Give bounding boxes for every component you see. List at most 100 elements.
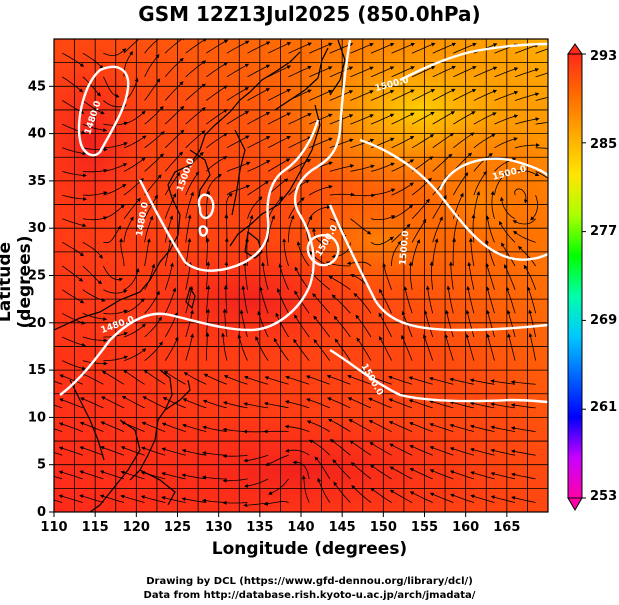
streamline	[185, 171, 200, 196]
streamline	[306, 420, 331, 432]
streamline	[453, 66, 477, 78]
streamline	[205, 261, 211, 290]
streamline	[123, 157, 146, 172]
streamline	[120, 470, 145, 480]
streamline	[142, 396, 166, 409]
streamline	[222, 454, 248, 459]
streamline	[267, 158, 291, 172]
streamline	[473, 66, 498, 78]
streamline	[62, 360, 87, 371]
streamline	[99, 470, 125, 480]
streamline	[391, 223, 411, 243]
streamline	[263, 501, 289, 506]
streamline	[62, 336, 87, 347]
streamline	[206, 39, 229, 54]
streamline	[205, 237, 210, 267]
streamline	[514, 68, 540, 78]
streamline	[123, 369, 145, 385]
streamline	[103, 265, 124, 282]
streamline	[535, 72, 548, 78]
streamline	[203, 373, 228, 385]
streamline	[123, 348, 147, 361]
colorbar-top-arrow	[567, 43, 583, 55]
streamline	[144, 238, 151, 267]
streamline	[411, 111, 435, 125]
y-tick-label: 0	[37, 505, 46, 520]
streamline	[308, 185, 333, 196]
streamline	[61, 76, 84, 93]
streamline	[445, 309, 454, 338]
streamline	[80, 372, 104, 385]
streamline	[535, 48, 548, 54]
streamline	[164, 105, 185, 125]
streamline	[470, 494, 495, 503]
streamline	[530, 194, 538, 221]
streamline	[428, 376, 454, 385]
streamline	[473, 152, 493, 172]
streamline	[368, 420, 392, 432]
streamline	[206, 62, 228, 78]
streamline	[284, 424, 310, 432]
streamline	[485, 215, 495, 243]
streamline	[205, 285, 211, 314]
streamline	[453, 132, 475, 149]
streamline	[423, 309, 434, 338]
streamline	[185, 39, 208, 54]
streamline	[378, 336, 392, 361]
streamline	[511, 496, 536, 503]
streamline	[185, 261, 193, 290]
streamline	[182, 398, 207, 409]
streamline	[370, 487, 392, 503]
streamline	[535, 96, 548, 101]
streamline	[350, 66, 374, 78]
x-tick-label: 110	[40, 520, 67, 535]
streamline	[485, 262, 495, 290]
streamline	[164, 336, 179, 361]
map-area: 1480.0 1480.0 1480.0 1500.0 1500.0 1500.…	[54, 39, 548, 512]
streamline	[333, 315, 351, 338]
streamline	[408, 399, 433, 409]
streamline	[471, 214, 476, 243]
streamline	[226, 63, 250, 78]
streamline	[370, 162, 395, 172]
streamline	[507, 333, 516, 361]
streamline	[334, 338, 351, 361]
streamline	[490, 425, 516, 432]
streamline	[62, 194, 87, 201]
streamline	[278, 263, 289, 290]
chart-title: GSM 12Z13Jul2025 (850.0hPa)	[138, 2, 481, 26]
streamline	[261, 261, 269, 290]
streamline	[466, 285, 475, 314]
streamline	[350, 193, 376, 198]
streamline	[409, 468, 433, 480]
streamline	[309, 42, 333, 54]
streamline	[332, 459, 351, 480]
streamline	[54, 475, 63, 480]
streamline	[226, 87, 250, 101]
streamline	[370, 215, 396, 220]
streamline	[221, 332, 228, 361]
streamline	[490, 471, 516, 480]
x-tick-label: 130	[205, 520, 232, 535]
streamline	[103, 309, 128, 315]
streamline	[61, 265, 84, 282]
streamline	[453, 111, 476, 125]
streamline	[247, 41, 271, 54]
streamline	[333, 481, 351, 503]
streamline	[294, 290, 310, 314]
streamline	[429, 469, 454, 480]
streamline	[242, 261, 248, 290]
y-tick-label: 30	[28, 221, 46, 236]
y-axis: 0 5 10 15 20 25 30 35 40 45	[28, 79, 54, 520]
streamline	[449, 377, 474, 385]
streamline	[370, 66, 395, 78]
colorbar-bottom-arrow	[567, 497, 583, 511]
streamline	[58, 470, 83, 480]
streamline	[351, 484, 372, 503]
streamline	[409, 491, 433, 503]
x-tick-label: 145	[329, 520, 356, 535]
streamline	[370, 188, 396, 196]
streamline	[505, 286, 516, 314]
streamline	[296, 241, 310, 267]
streamline	[164, 312, 178, 338]
